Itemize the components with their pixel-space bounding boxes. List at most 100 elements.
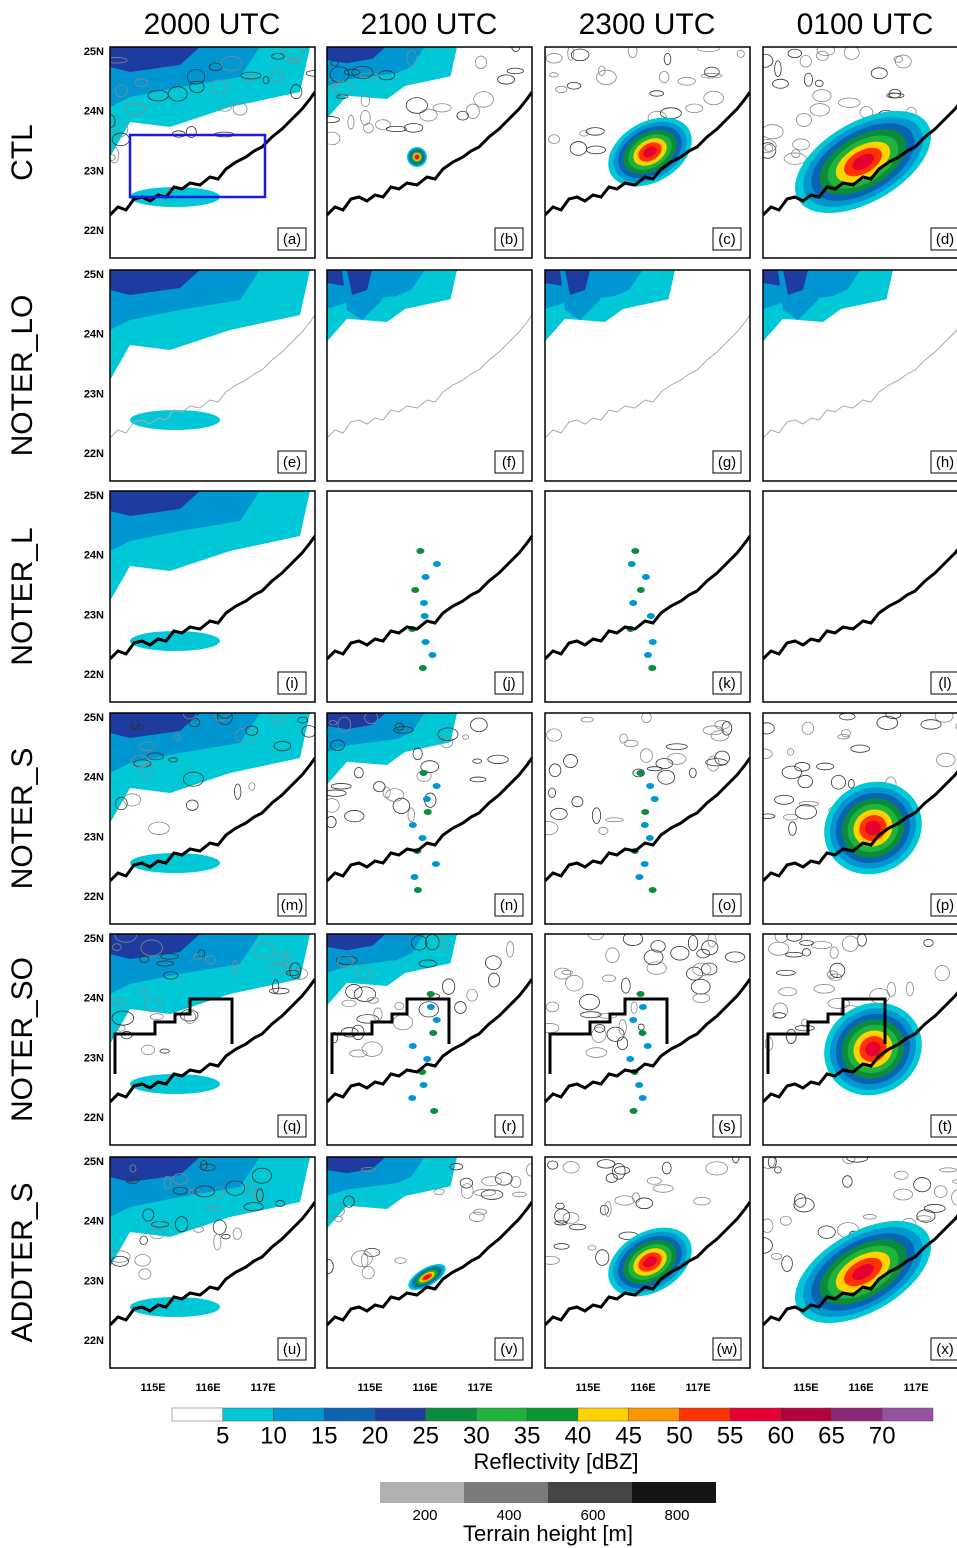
- coastline: [327, 757, 532, 883]
- terrain-contour: [419, 108, 438, 122]
- terrain-contour: [779, 1215, 792, 1226]
- map-content: [110, 270, 315, 481]
- coastline: [110, 978, 315, 1104]
- storm-cell: [643, 1043, 652, 1049]
- storm-cell: [643, 146, 657, 158]
- map-content: [327, 47, 532, 258]
- terrain-contour: [143, 997, 162, 1013]
- terrain-contour: [555, 1202, 565, 1210]
- terrain-contour: [565, 974, 584, 992]
- map-panel: (k): [544, 490, 751, 703]
- terrain-contour: [548, 787, 556, 798]
- terrain-contour: [248, 782, 256, 791]
- storm-cell: [411, 587, 420, 593]
- terrain-contour: [595, 69, 617, 86]
- terrain-contour: [627, 47, 638, 58]
- terrain-contour: [828, 973, 843, 981]
- terrain-contour: [799, 940, 814, 946]
- panel-label-box: [930, 227, 957, 251]
- terrain-contour: [569, 1223, 587, 1231]
- terrain-contour: [159, 1048, 170, 1054]
- terrain-contour: [113, 121, 129, 138]
- terrain-contour: [125, 1177, 140, 1184]
- terrain-contour: [801, 948, 811, 957]
- terrain-contour: [472, 758, 483, 764]
- storm-cell: [419, 600, 428, 606]
- terrain-contour: [437, 727, 459, 742]
- terrain-contour: [913, 1177, 932, 1193]
- map-panel: (w): [544, 1156, 751, 1369]
- terrain-contour: [799, 54, 812, 68]
- terrain-contour: [393, 726, 414, 734]
- terrain-contour: [767, 1157, 777, 1169]
- panel-label: (p): [936, 897, 954, 914]
- terrain-contour: [439, 938, 450, 949]
- terrain-contour: [643, 949, 664, 966]
- panel-frame: [326, 490, 533, 703]
- panel-label-box: [712, 1337, 742, 1361]
- storm-cell: [865, 820, 881, 836]
- colorbar-tick: 5: [216, 1422, 229, 1449]
- panel-label-box: [494, 1114, 524, 1138]
- terrain-box: [464, 1482, 548, 1503]
- terrain-contour: [546, 728, 563, 742]
- panel-label-box: [277, 450, 307, 474]
- lat-label: 24N: [84, 106, 104, 118]
- panel-frame: [326, 269, 533, 482]
- panel-label-box: [277, 1337, 307, 1361]
- terrain-contour: [847, 779, 855, 789]
- terrain-contour: [473, 91, 494, 108]
- terrain-contour: [327, 1258, 334, 1274]
- terrain-contour: [142, 1208, 155, 1222]
- terrain-contour: [367, 996, 379, 1004]
- terrain-contour: [225, 1180, 246, 1196]
- terrain-contour: [168, 86, 188, 102]
- terrain-contour: [182, 771, 204, 787]
- storm-cell: [646, 783, 655, 789]
- panel-label: (x): [936, 1341, 954, 1358]
- terrain-contour: [548, 134, 561, 144]
- map-panel: (e): [109, 269, 316, 482]
- colorbar-box: [425, 1407, 477, 1422]
- terrain-contour: [933, 1185, 948, 1198]
- rain-area: [347, 270, 372, 295]
- terrain-contour: [916, 1209, 936, 1223]
- terrain-contour: [850, 744, 870, 753]
- terrain-tick: 600: [580, 1507, 605, 1524]
- storm-cell: [432, 783, 441, 789]
- rain-area: [130, 1297, 220, 1317]
- terrain-contour: [554, 967, 572, 980]
- map-content: [545, 47, 750, 258]
- lon-label: 116E: [195, 1382, 220, 1394]
- terrain-contour: [140, 939, 163, 957]
- panel-label: (g): [718, 454, 736, 471]
- panel-label: (u): [283, 1341, 301, 1358]
- terrain-contour: [148, 821, 170, 835]
- map-panel: (d): [762, 46, 957, 259]
- coastline: [545, 978, 750, 1104]
- terrain-contour: [163, 1175, 171, 1190]
- terrain-contour: [343, 68, 361, 76]
- terrain-contour: [351, 1024, 365, 1040]
- analysis-box: [128, 133, 267, 199]
- terrain-contour: [470, 717, 488, 733]
- terrain-contour: [410, 935, 428, 951]
- map-content: [110, 47, 315, 258]
- terrain-contour: [781, 1255, 793, 1272]
- terrain-contour: [580, 1011, 602, 1019]
- colorbar-box: [222, 1407, 274, 1422]
- terrain-contour: [770, 1252, 783, 1260]
- terrain-contour: [404, 123, 424, 133]
- terrain-contour: [139, 1235, 148, 1245]
- terrain-contour: [361, 1266, 375, 1280]
- storm-cell: [408, 1043, 417, 1049]
- terrain-contour: [275, 1200, 286, 1208]
- terrain-contour: [652, 1184, 674, 1193]
- lat-label: 25N: [84, 46, 104, 58]
- terrain-contour: [782, 813, 799, 821]
- panel-label-box: [277, 893, 307, 917]
- terrain-contour: [817, 1225, 836, 1239]
- panel-bg: [327, 491, 532, 702]
- terrain-contour: [923, 1204, 946, 1213]
- panel-frame: [109, 1156, 316, 1369]
